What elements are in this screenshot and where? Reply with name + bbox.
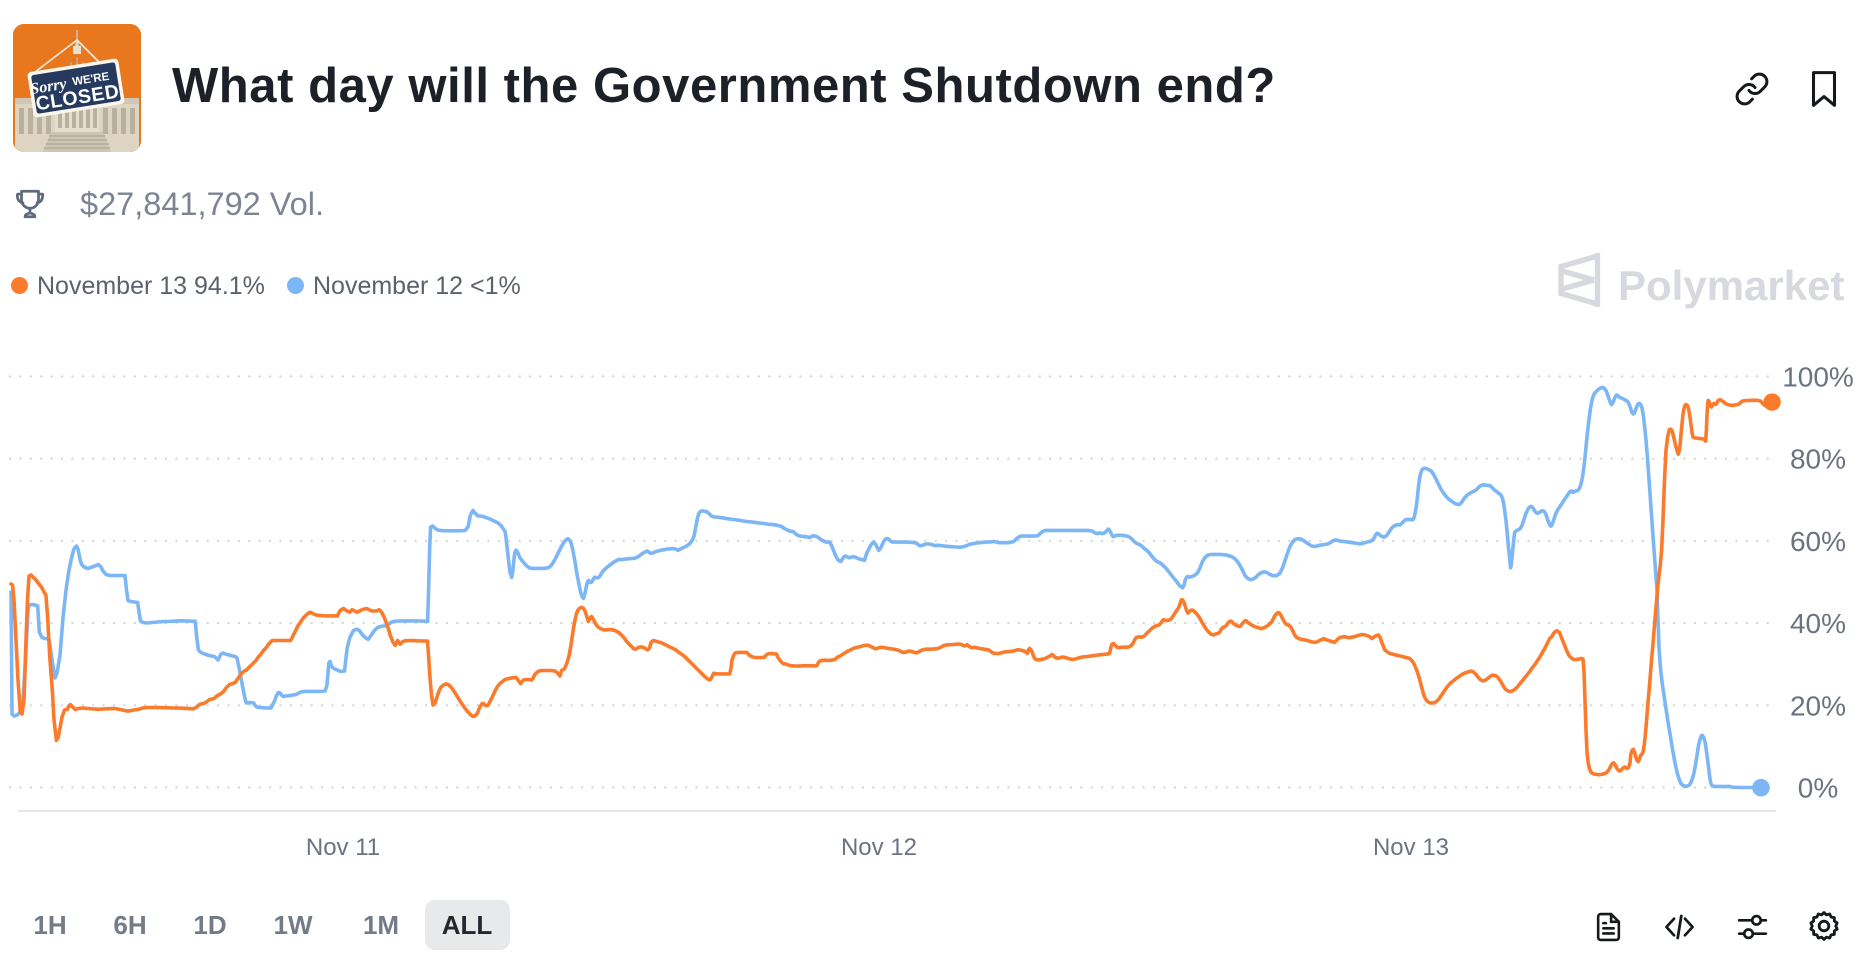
svg-text:20%: 20% xyxy=(1790,690,1846,721)
svg-text:40%: 40% xyxy=(1790,608,1846,639)
svg-text:100%: 100% xyxy=(1782,362,1854,393)
svg-text:Nov 13: Nov 13 xyxy=(1373,834,1449,861)
svg-text:60%: 60% xyxy=(1790,526,1846,557)
svg-text:Nov 11: Nov 11 xyxy=(306,834,380,861)
svg-text:WE'RE: WE'RE xyxy=(72,71,111,89)
svg-text:Nov 12: Nov 12 xyxy=(841,834,917,861)
svg-text:Sorry: Sorry xyxy=(29,75,69,98)
svg-text:80%: 80% xyxy=(1790,444,1846,475)
svg-text:0%: 0% xyxy=(1798,773,1838,804)
